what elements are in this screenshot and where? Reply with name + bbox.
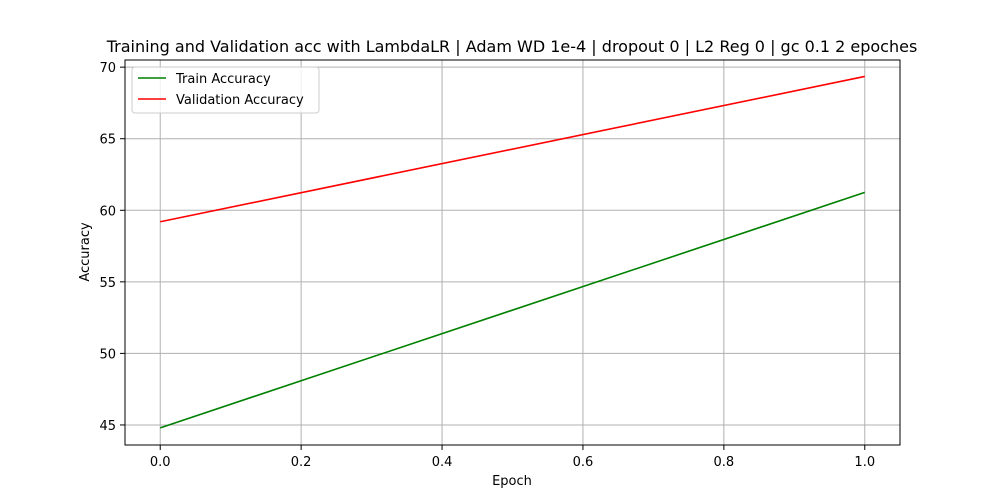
- y-axis-ticks: 45 50 55 60 65 70: [99, 61, 125, 434]
- x-axis-ticks: 0.0 0.2 0.4 0.6 0.8 1.0: [150, 445, 875, 470]
- x-tick-label: 0.6: [573, 455, 594, 470]
- x-tick-label: 0.2: [291, 455, 312, 470]
- series-line-train-accuracy: [159, 191, 866, 429]
- y-tick-label: 45: [99, 419, 116, 434]
- plot-frame: [124, 59, 901, 446]
- y-tick-label: 60: [99, 204, 116, 219]
- x-tick-label: 0.8: [714, 455, 735, 470]
- legend-box: [131, 66, 320, 114]
- y-axis-label: Accuracy: [78, 222, 93, 282]
- x-tick-label: 0.4: [432, 455, 453, 470]
- x-tick-label: 1.0: [854, 455, 875, 470]
- legend: Train Accuracy Validation Accuracy: [131, 66, 320, 114]
- series-line-validation-accuracy: [160, 75, 865, 223]
- y-tick-label: 65: [99, 133, 116, 148]
- chart-title: Training and Validation acc with LambdaL…: [106, 37, 918, 56]
- x-axis-label: Epoch: [492, 474, 532, 489]
- legend-label-train-accuracy: Train Accuracy: [175, 72, 271, 87]
- x-tick-label: 0.0: [150, 455, 171, 470]
- series-lines: [159, 75, 866, 429]
- y-tick-label: 55: [99, 276, 116, 291]
- y-tick-label: 50: [99, 347, 116, 362]
- grid: [125, 60, 900, 445]
- legend-label-validation-accuracy: Validation Accuracy: [176, 93, 304, 108]
- y-tick-label: 70: [99, 61, 116, 76]
